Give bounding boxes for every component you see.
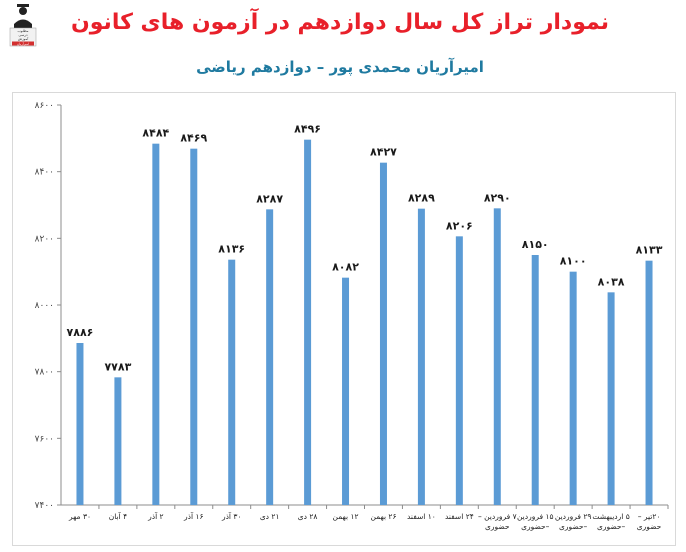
bar: [607, 292, 615, 505]
x-tick-label: ۴ آبان: [109, 511, 127, 521]
y-tick-label: ۸۲۰۰: [35, 234, 54, 244]
x-tick-label: ۲۶ بهمن: [370, 512, 396, 521]
bar: [266, 209, 274, 506]
data-label: ۸۱۰۰: [560, 255, 587, 268]
x-tick-label: ۵ اردیبهشت: [592, 512, 629, 521]
logo: مطلوب درسی آموزش امیرآریان: [9, 4, 37, 47]
y-tick-label: ۷۴۰۰: [35, 501, 54, 511]
data-label: ۸۱۳۳: [636, 244, 663, 257]
chart-subtitle: امیرآریان محمدی پور – دوازدهم ریاضی: [196, 58, 484, 76]
data-label: ۸۰۸۲: [332, 261, 359, 274]
chart-title: نمودار تراز کل سال دوازدهم در آزمون های …: [70, 10, 610, 35]
x-tick-label: ۲۹ فروردین: [555, 512, 592, 521]
data-label: ۷۸۸۶: [67, 326, 94, 339]
data-label: ۸۴۲۷: [370, 146, 397, 159]
logo-line-2: درسی: [18, 33, 28, 37]
data-label: ۸۴۹۶: [294, 123, 321, 136]
y-tick-label: ۷۶۰۰: [35, 434, 54, 444]
bar: [114, 377, 122, 505]
x-tick-label: ۲۴ اسفند: [445, 512, 474, 521]
x-tick-label: –حضوری: [597, 522, 626, 531]
data-label: ۸۲۰۶: [446, 219, 473, 232]
data-label: ۸۲۸۹: [408, 192, 435, 205]
bar: [569, 271, 577, 505]
bar: [342, 277, 350, 505]
y-tick-label: ۷۸۰۰: [35, 368, 54, 378]
x-tick-label: ۲۱ دی: [260, 512, 280, 521]
x-tick-label: ۱۶ آذر: [183, 511, 204, 521]
bar: [304, 139, 312, 505]
y-tick-label: ۸۶۰۰: [35, 101, 54, 111]
bar: [76, 343, 84, 505]
bar: [228, 259, 236, 505]
bar: [190, 148, 198, 505]
x-tick-label: ۳۰ مهر: [68, 512, 91, 521]
data-label: ۸۴۶۹: [180, 132, 207, 145]
x-tick-label: ۱۵ فروردین: [517, 512, 554, 521]
x-tick-label: ۲ آذر: [147, 511, 163, 521]
x-tick-label: ۷ فروردین –: [478, 512, 517, 521]
bar: [379, 162, 387, 505]
data-label: ۸۲۹۰: [484, 191, 511, 204]
graduate-figure-icon: [14, 4, 32, 28]
x-tick-label: ۱۰ اسفند: [407, 512, 436, 521]
data-label: ۸۲۸۷: [256, 192, 283, 205]
x-tick-label: ۲۸ دی: [298, 512, 318, 521]
data-label: ۸۱۵۰: [522, 238, 549, 251]
y-tick-label: ۸۰۰۰: [35, 301, 54, 311]
x-tick-label: ۱۲ بهمن: [333, 512, 359, 521]
logo-line-1: مطلوب: [17, 29, 28, 33]
data-label: ۸۱۳۶: [218, 243, 245, 256]
bar: [455, 236, 463, 506]
x-tick-label: حضوری: [637, 522, 662, 531]
x-tick-label: ۳۰ آذر: [221, 511, 242, 521]
logo-line-4: امیرآریان: [17, 42, 29, 46]
x-tick-label: –حضوری: [559, 522, 588, 531]
bar: [152, 143, 160, 505]
plot-frame: [12, 92, 676, 546]
x-tick-label: حضوری: [485, 522, 510, 531]
data-label: ۸۰۳۸: [598, 275, 625, 288]
x-tick-label: ۲۰تیر –: [638, 512, 661, 521]
data-label: ۷۷۸۳: [104, 360, 131, 373]
logo-line-3: آموزش: [18, 37, 30, 41]
y-tick-label: ۸۴۰۰: [35, 168, 54, 178]
bar: [417, 208, 425, 505]
bar: [493, 208, 501, 506]
data-label: ۸۴۸۴: [142, 127, 169, 140]
bar: [531, 255, 539, 505]
x-tick-label: –حضوری: [521, 522, 550, 531]
bar: [645, 260, 653, 505]
